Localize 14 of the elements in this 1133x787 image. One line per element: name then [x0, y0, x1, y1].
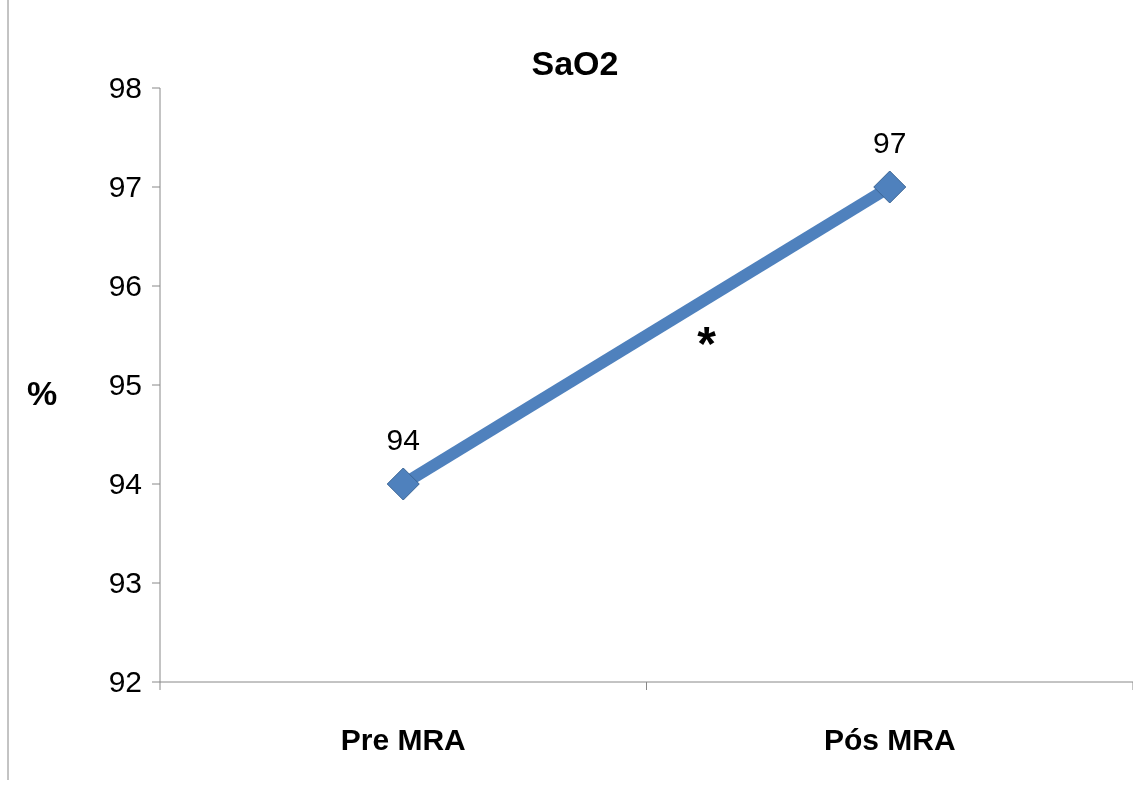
- data-label: 94: [386, 423, 420, 456]
- y-tick-label: 92: [108, 665, 142, 698]
- y-tick-label: 96: [108, 269, 142, 302]
- x-tick-label: Pós MRA: [823, 723, 956, 756]
- y-tick-label: 94: [108, 467, 142, 500]
- y-axis-title: %: [26, 374, 58, 412]
- annotation: *: [697, 317, 717, 370]
- data-label: 97: [873, 126, 907, 159]
- y-tick-label: 93: [108, 566, 142, 599]
- x-tick-label: Pre MRA: [340, 723, 466, 756]
- y-tick-label: 97: [108, 170, 142, 203]
- y-tick-label: 98: [108, 71, 142, 104]
- chart-title: SaO2: [531, 44, 619, 82]
- y-tick-label: 95: [108, 368, 142, 401]
